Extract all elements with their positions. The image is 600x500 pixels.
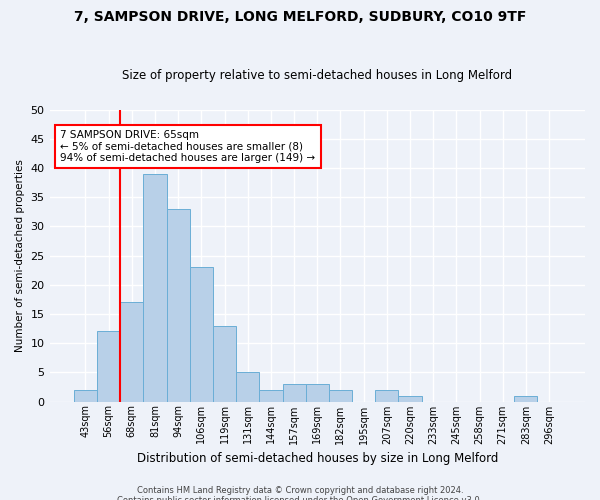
Text: Contains public sector information licensed under the Open Government Licence v3: Contains public sector information licen… [118, 496, 482, 500]
Text: 7 SAMPSON DRIVE: 65sqm
← 5% of semi-detached houses are smaller (8)
94% of semi-: 7 SAMPSON DRIVE: 65sqm ← 5% of semi-deta… [60, 130, 316, 163]
Bar [190, 267, 213, 402]
Bar [398, 396, 422, 402]
X-axis label: Distribution of semi-detached houses by size in Long Melford: Distribution of semi-detached houses by … [137, 452, 498, 465]
Bar [74, 390, 97, 402]
Bar [167, 209, 190, 402]
Bar [283, 384, 305, 402]
Text: 7, SAMPSON DRIVE, LONG MELFORD, SUDBURY, CO10 9TF: 7, SAMPSON DRIVE, LONG MELFORD, SUDBURY,… [74, 10, 526, 24]
Bar [97, 332, 120, 402]
Bar [329, 390, 352, 402]
Bar [213, 326, 236, 402]
Text: Contains HM Land Registry data © Crown copyright and database right 2024.: Contains HM Land Registry data © Crown c… [137, 486, 463, 495]
Bar [305, 384, 329, 402]
Bar [143, 174, 167, 402]
Bar [120, 302, 143, 402]
Title: Size of property relative to semi-detached houses in Long Melford: Size of property relative to semi-detach… [122, 69, 512, 82]
Bar [375, 390, 398, 402]
Y-axis label: Number of semi-detached properties: Number of semi-detached properties [15, 159, 25, 352]
Bar [514, 396, 538, 402]
Bar [259, 390, 283, 402]
Bar [236, 372, 259, 402]
